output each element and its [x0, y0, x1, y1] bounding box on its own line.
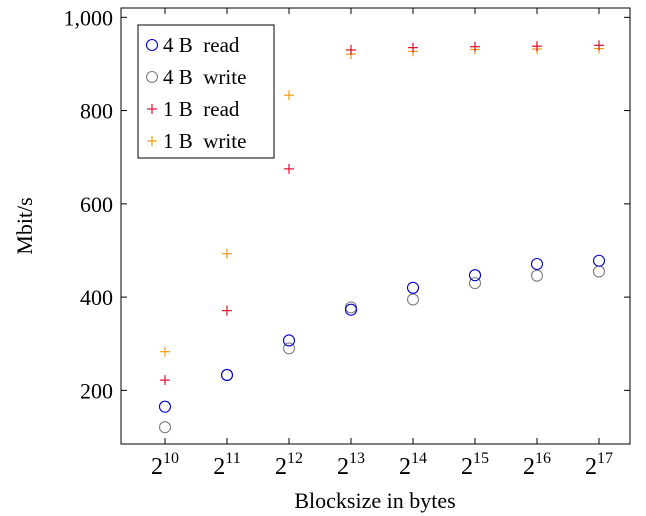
- data-point: [160, 346, 170, 357]
- data-point: [222, 248, 232, 259]
- data-marks: [158, 40, 606, 434]
- data-point: [344, 301, 358, 314]
- data-point: [158, 400, 172, 413]
- y-tick-label: 400: [80, 285, 113, 310]
- x-tick-label: 212: [275, 450, 303, 480]
- x-axis-ticks: 210 211 212 213 214 215 216 217: [151, 8, 613, 480]
- x-tick-label: 216: [523, 450, 551, 480]
- y-tick-label: 800: [80, 99, 113, 124]
- data-point: [284, 90, 294, 101]
- x-axis-label: Blocksize in bytes: [294, 488, 455, 513]
- y-axis-label: Mbit/s: [12, 197, 37, 254]
- data-point: [222, 305, 232, 316]
- x-tick-label: 210: [151, 450, 179, 480]
- y-tick-label: 1,000: [64, 5, 114, 30]
- data-point: [220, 368, 234, 382]
- data-point: [594, 40, 604, 51]
- data-point: [592, 254, 606, 267]
- legend-marker: [145, 70, 159, 84]
- legend: 4 B read 4 B write 1 B read 1 B write: [137, 24, 275, 159]
- data-point: [284, 163, 294, 174]
- legend-marker: [145, 38, 159, 52]
- data-point: [282, 334, 296, 347]
- x-tick-label: 211: [213, 450, 240, 480]
- data-point: [470, 41, 480, 52]
- data-point: [346, 44, 356, 55]
- data-point: [160, 375, 170, 386]
- legend-marker: [147, 136, 157, 146]
- x-tick-label: 213: [337, 450, 365, 480]
- legend-label: 4 B read: [163, 33, 240, 57]
- data-point: [406, 281, 420, 294]
- legend-marker: [147, 104, 157, 114]
- y-tick-label: 200: [80, 378, 113, 403]
- y-axis-ticks: 200 400 600 800 1,000: [64, 5, 630, 403]
- x-tick-label: 215: [461, 450, 489, 480]
- plot-frame: [120, 7, 631, 445]
- x-tick-label: 214: [399, 450, 427, 480]
- y-tick-label: 600: [80, 192, 113, 217]
- data-point: [158, 421, 172, 434]
- data-point: [406, 293, 420, 306]
- data-point: [282, 342, 296, 355]
- legend-box: [137, 24, 275, 159]
- legend-label: 4 B write: [163, 65, 246, 89]
- legend-label: 1 B write: [163, 129, 246, 153]
- data-point: [408, 42, 418, 53]
- legend-label: 1 B read: [163, 97, 240, 121]
- data-point: [530, 257, 544, 271]
- data-point: [530, 269, 544, 282]
- data-point: [468, 277, 482, 290]
- data-point: [468, 269, 482, 282]
- data-point: [592, 265, 606, 278]
- x-tick-label: 217: [585, 450, 613, 480]
- data-point: [344, 303, 358, 316]
- data-point: [532, 41, 542, 52]
